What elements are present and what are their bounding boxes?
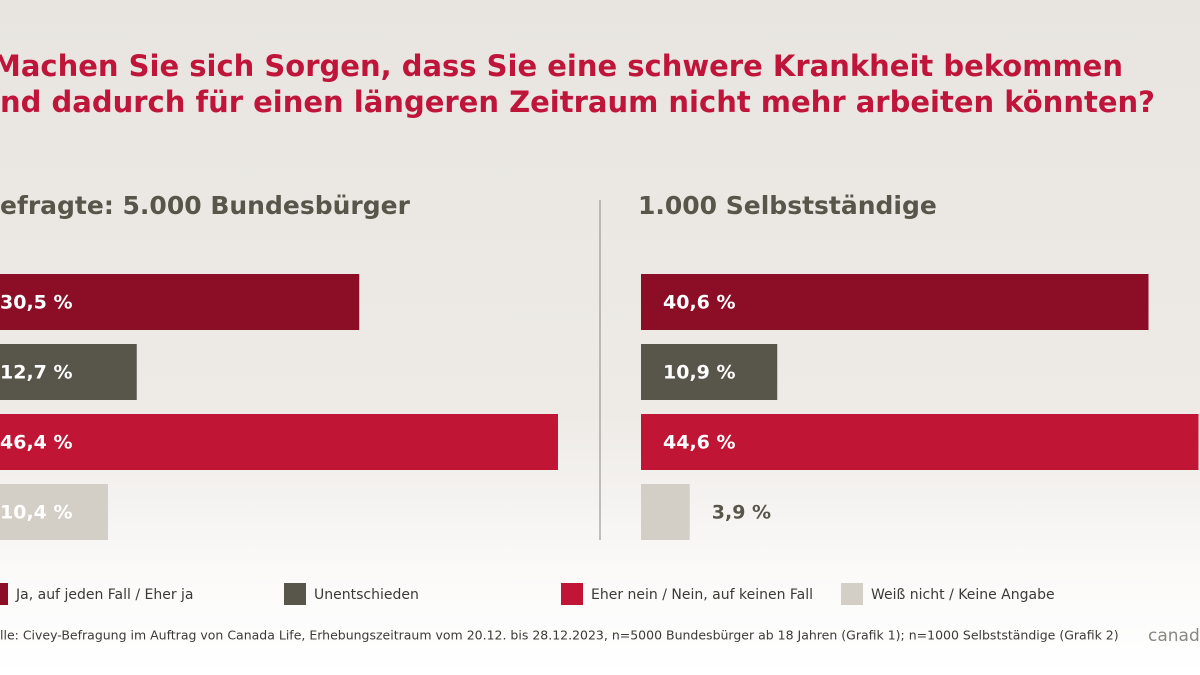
bar (641, 484, 690, 540)
bar (0, 484, 108, 540)
bar (641, 344, 778, 400)
bar (0, 414, 558, 470)
value-label: 30,5 % (0, 292, 73, 314)
legend-swatch (0, 583, 8, 605)
value-label: 12,7 % (0, 362, 73, 384)
bar (641, 274, 1149, 330)
legend-swatch (841, 583, 863, 605)
title: nd dadurch für einen längeren Zeitraum n… (0, 85, 1155, 119)
subtitle: 1.000 Selbstständige (638, 191, 937, 220)
value-label: 44,6 % (663, 432, 736, 454)
value-label: 46,4 % (0, 432, 73, 454)
bar (0, 344, 137, 400)
value-label: 10,9 % (663, 362, 736, 384)
value-label: 10,4 % (0, 502, 73, 524)
subtitle: efragte: 5.000 Bundesbürger (0, 191, 411, 220)
bar (641, 414, 1199, 470)
legend-swatch (561, 583, 583, 605)
legend-label: Weiß nicht / Keine Angabe (871, 587, 1055, 603)
logo: canad (1148, 626, 1200, 646)
legend-label: Unentschieden (314, 587, 419, 603)
bar (0, 274, 360, 330)
source: lle: Civey-Befragung im Auftrag von Cana… (0, 628, 1119, 643)
title: Machen Sie sich Sorgen, dass Sie eine sc… (0, 49, 1123, 83)
value-label: 3,9 % (712, 502, 771, 524)
legend-label: Eher nein / Nein, auf keinen Fall (591, 587, 813, 603)
legend-label: Ja, auf jeden Fall / Eher ja (15, 587, 194, 603)
legend-swatch (284, 583, 306, 605)
value-label: 40,6 % (663, 292, 736, 314)
